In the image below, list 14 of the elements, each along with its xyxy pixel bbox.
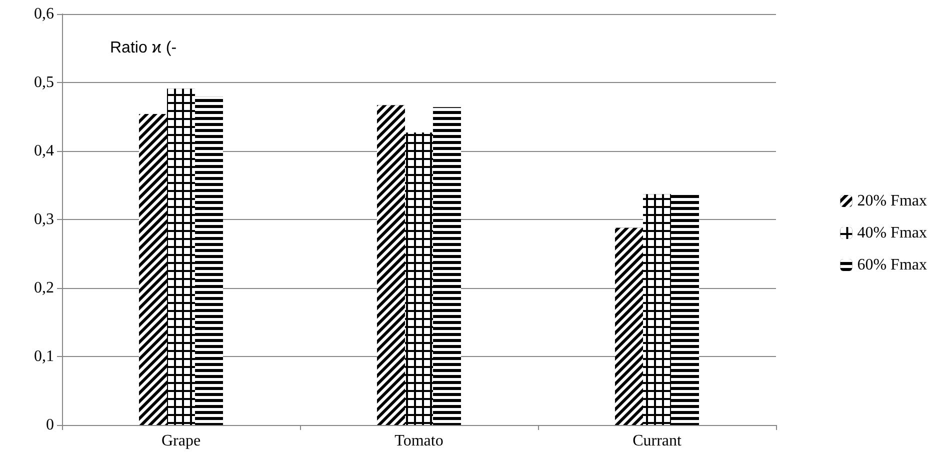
y-tick-label: 0,5: [34, 74, 54, 91]
y-tick-label: 0,2: [34, 280, 54, 296]
x-tick-label: Grape: [161, 432, 201, 450]
y-tick-label: 0: [46, 416, 54, 434]
legend-label: 60% Fmax: [857, 256, 928, 274]
x-tick-label: Currant: [632, 432, 682, 450]
y-tick-label: 0,1: [34, 348, 54, 365]
y-tick-label: 0,6: [34, 6, 54, 22]
y-tick-label: 0,3: [34, 211, 54, 228]
legend-label: 20% Fmax: [857, 192, 928, 210]
legend-label: 40% Fmax: [857, 224, 928, 242]
x-tick-label: Tomato: [394, 432, 444, 450]
y-tick-label: 0,4: [34, 142, 54, 160]
annotation: Ratio ϰ (-: [110, 40, 177, 56]
